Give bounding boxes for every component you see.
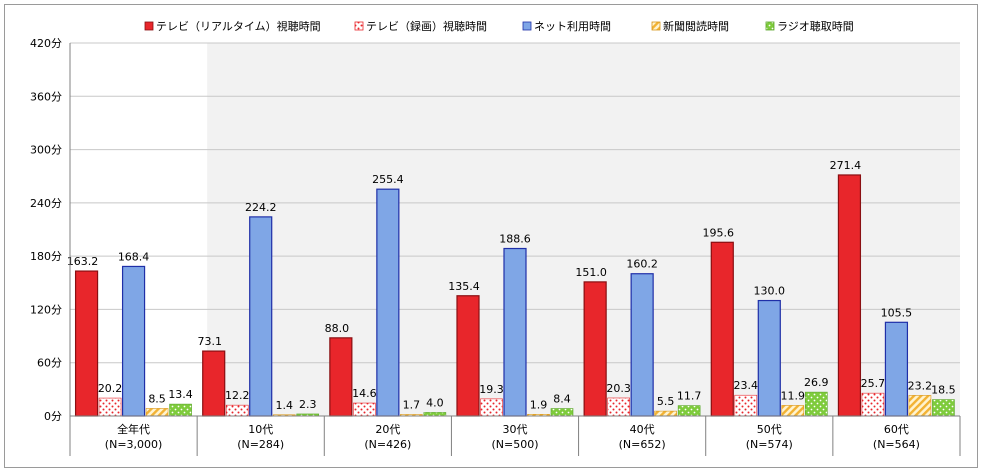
legend-swatch	[144, 21, 154, 31]
x-tick-label: 20代	[375, 423, 400, 436]
data-label: 105.5	[881, 306, 913, 319]
legend-label: テレビ（リアルタイム）視聴時間	[156, 19, 321, 33]
data-label: 2.3	[299, 398, 317, 411]
bar-1	[710, 241, 734, 417]
x-tick-sample-size: (N=564)	[873, 438, 920, 451]
data-label: 20.3	[606, 382, 631, 395]
data-label: 18.5	[931, 384, 956, 397]
data-label: 151.0	[575, 266, 607, 279]
x-tick-sample-size: (N=500)	[491, 438, 538, 451]
bar-1	[583, 281, 607, 417]
x-tick-label: 全年代	[117, 422, 150, 436]
bar-4	[654, 410, 677, 417]
bar-2	[861, 392, 885, 417]
legend-swatch	[522, 21, 532, 31]
x-tick-label: 10代	[248, 423, 273, 436]
x-tick-label: 60代	[884, 423, 909, 436]
bar-3	[630, 273, 654, 417]
legend-swatch	[354, 21, 364, 31]
data-label: 188.6	[499, 233, 531, 246]
y-tick-label: 0分	[44, 410, 62, 423]
y-tick-label: 360分	[30, 90, 62, 103]
bar-3	[503, 247, 527, 417]
y-tick-label: 240分	[30, 197, 62, 210]
bar-4	[145, 408, 169, 417]
x-tick-label: 50代	[757, 423, 782, 436]
legend-swatch	[765, 21, 775, 31]
legend-swatch	[651, 21, 661, 31]
data-label: 195.6	[703, 226, 735, 239]
x-tick-sample-size: (N=3,000)	[105, 438, 163, 451]
x-tick-sample-size: (N=652)	[619, 438, 666, 451]
bar-4	[781, 405, 805, 417]
data-label: 163.2	[67, 255, 99, 268]
data-label: 4.0	[426, 396, 444, 409]
bar-3	[249, 216, 273, 417]
data-label: 12.2	[225, 389, 250, 402]
bar-2	[734, 394, 758, 417]
data-label: 11.7	[677, 390, 702, 403]
bar-3	[884, 321, 909, 417]
data-label: 8.4	[553, 393, 571, 406]
data-label: 14.6	[352, 387, 377, 400]
data-label: 168.4	[118, 250, 150, 263]
bar-2	[353, 402, 376, 417]
y-tick-label: 60分	[37, 357, 62, 370]
data-label: 130.0	[754, 285, 786, 298]
x-tick-sample-size: (N=284)	[237, 438, 284, 451]
data-label: 13.4	[168, 388, 193, 401]
legend-label: 新聞閲読時間	[663, 19, 729, 33]
bar-2	[607, 397, 630, 417]
data-label: 26.9	[804, 376, 829, 389]
data-label: 1.7	[403, 398, 421, 411]
data-label: 23.2	[908, 379, 933, 392]
data-label: 88.0	[325, 322, 350, 335]
bar-1	[456, 295, 480, 417]
data-label: 73.1	[197, 335, 222, 348]
bar-5	[932, 399, 955, 417]
data-label: 5.5	[657, 395, 675, 408]
legend-label: ネット利用時間	[534, 20, 611, 33]
data-label: 1.9	[530, 398, 548, 411]
legend-label: ラジオ聴取時間	[777, 20, 854, 33]
bar-1	[202, 350, 226, 417]
data-label: 160.2	[626, 258, 658, 271]
bar-5	[423, 412, 447, 417]
x-tick-label: 40代	[630, 423, 655, 436]
bar-2	[225, 404, 249, 417]
legend-label: テレビ（録画）視聴時間	[366, 19, 487, 33]
x-tick-sample-size: (N=426)	[364, 438, 411, 451]
data-label: 25.7	[861, 377, 886, 390]
data-label: 135.4	[448, 280, 480, 293]
bar-1	[837, 174, 862, 417]
bar-5	[677, 405, 701, 417]
bar-5	[169, 403, 192, 417]
data-label: 224.2	[245, 201, 277, 214]
data-label: 271.4	[830, 159, 862, 172]
y-tick-label: 300分	[30, 144, 62, 157]
data-label: 8.5	[148, 392, 166, 405]
bar-2	[480, 398, 503, 417]
y-tick-label: 420分	[30, 37, 62, 50]
bar-4	[908, 395, 932, 417]
x-tick-sample-size: (N=574)	[746, 438, 793, 451]
bar-5	[550, 408, 574, 417]
data-label: 20.2	[98, 382, 123, 395]
bar-5	[804, 391, 828, 417]
y-tick-label: 120分	[30, 303, 62, 316]
data-label: 11.9	[781, 389, 806, 402]
data-label: 23.4	[734, 379, 759, 392]
bar-3	[757, 299, 781, 417]
bar-3	[121, 265, 146, 417]
bar-1	[74, 270, 99, 417]
data-label: 1.4	[275, 399, 293, 412]
bar-1	[329, 337, 353, 417]
x-tick-label: 30代	[503, 423, 528, 436]
y-tick-label: 180分	[30, 250, 62, 263]
bar-2	[98, 397, 122, 417]
data-label: 19.3	[479, 383, 504, 396]
data-label: 255.4	[372, 173, 404, 186]
bar-3	[376, 188, 400, 417]
